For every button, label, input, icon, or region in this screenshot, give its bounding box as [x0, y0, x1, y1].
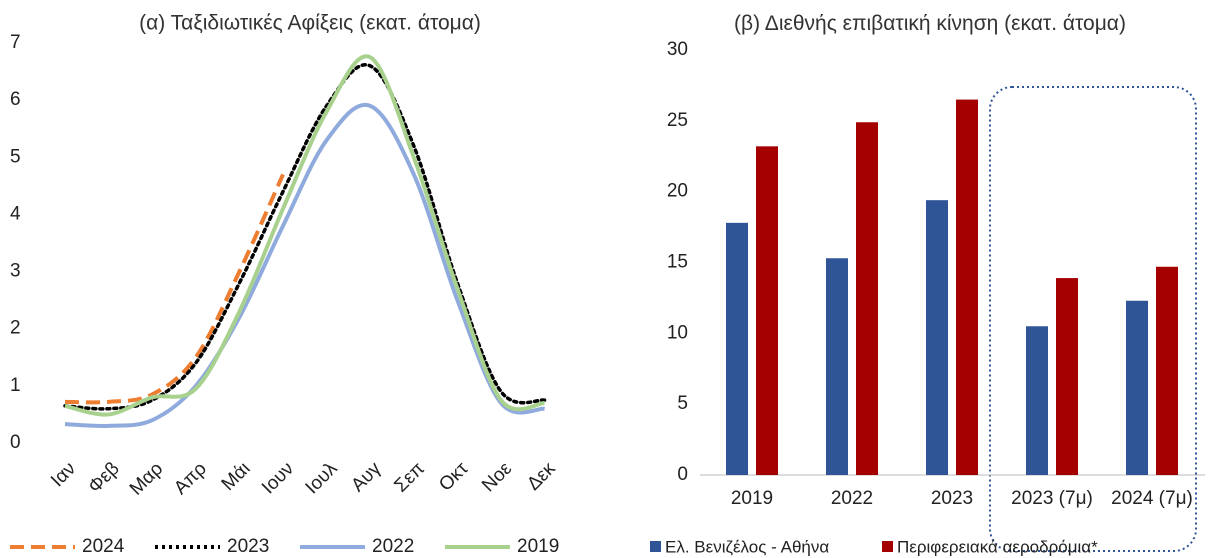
x-tick-label: 2022 [831, 488, 873, 509]
legend-label: 2023 [227, 536, 269, 557]
line-series [64, 173, 285, 405]
y-tick-label: 4 [10, 203, 21, 224]
legend-label: 2024 [82, 536, 125, 557]
x-tick-label: Ιουν [258, 458, 298, 498]
y-tick-label: 6 [10, 89, 21, 110]
bar [826, 258, 848, 475]
y-tick-label: 5 [677, 393, 688, 414]
y-tick-label: 0 [677, 464, 688, 485]
bar [1056, 278, 1078, 475]
bar [1156, 266, 1178, 475]
line-series [64, 54, 545, 417]
bar [726, 222, 748, 475]
bar [856, 122, 878, 475]
bar [926, 200, 948, 475]
y-tick-label: 3 [10, 261, 21, 282]
y-tick-label: 20 [667, 181, 688, 202]
bar [1126, 300, 1148, 475]
x-tick-label: Αυγ [347, 458, 385, 496]
x-tick-label: 2024 (7μ) [1111, 488, 1193, 509]
x-tick-label: Σεπ [390, 458, 428, 496]
line-series [63, 63, 547, 411]
y-tick-label: 30 [667, 39, 688, 60]
x-tick-label: Μαρ [126, 458, 168, 500]
bar [1026, 326, 1048, 475]
legend-swatch [650, 541, 661, 552]
y-tick-label: 15 [667, 252, 688, 273]
legend-label: 2019 [517, 536, 559, 557]
y-tick-label: 5 [10, 146, 21, 167]
bar [756, 146, 778, 476]
x-tick-label: Μάι [218, 458, 255, 495]
x-tick-label: Φεβ [84, 458, 123, 497]
line-series [64, 102, 545, 428]
highlight-box [989, 86, 1197, 552]
legend-label: Περιφερειακά αεροδρόμια* [897, 537, 1098, 556]
y-tick-label: 2 [10, 318, 21, 339]
bar [956, 99, 978, 475]
y-tick-label: 0 [10, 432, 21, 453]
x-tick-label: Οκτ [435, 458, 473, 496]
chart-title: (β) Διεθνής επιβατική κίνηση (εκατ. άτομ… [734, 12, 1126, 35]
y-tick-label: 10 [667, 322, 688, 343]
x-tick-label: Απρ [170, 458, 211, 499]
y-tick-label: 7 [10, 32, 21, 53]
x-tick-label: Νοε [478, 458, 516, 496]
x-tick-label: Ιαν [47, 458, 80, 491]
legend-label: 2022 [372, 536, 414, 557]
legend-label: Ελ. Βενιζέλος - Αθήνα [665, 537, 829, 556]
legend-swatch [882, 541, 893, 552]
x-tick-label: 2023 [931, 488, 973, 509]
x-tick-label: Ιουλ [302, 458, 342, 498]
x-tick-label: Δεκ [523, 458, 560, 495]
chart-title: (α) Ταξιδιωτικές Αφίξεις (εκατ. άτομα) [139, 12, 481, 35]
x-tick-label: 2023 (7μ) [1011, 488, 1093, 509]
y-tick-label: 1 [10, 375, 21, 396]
x-tick-label: 2019 [731, 488, 773, 509]
y-tick-label: 25 [667, 110, 688, 131]
